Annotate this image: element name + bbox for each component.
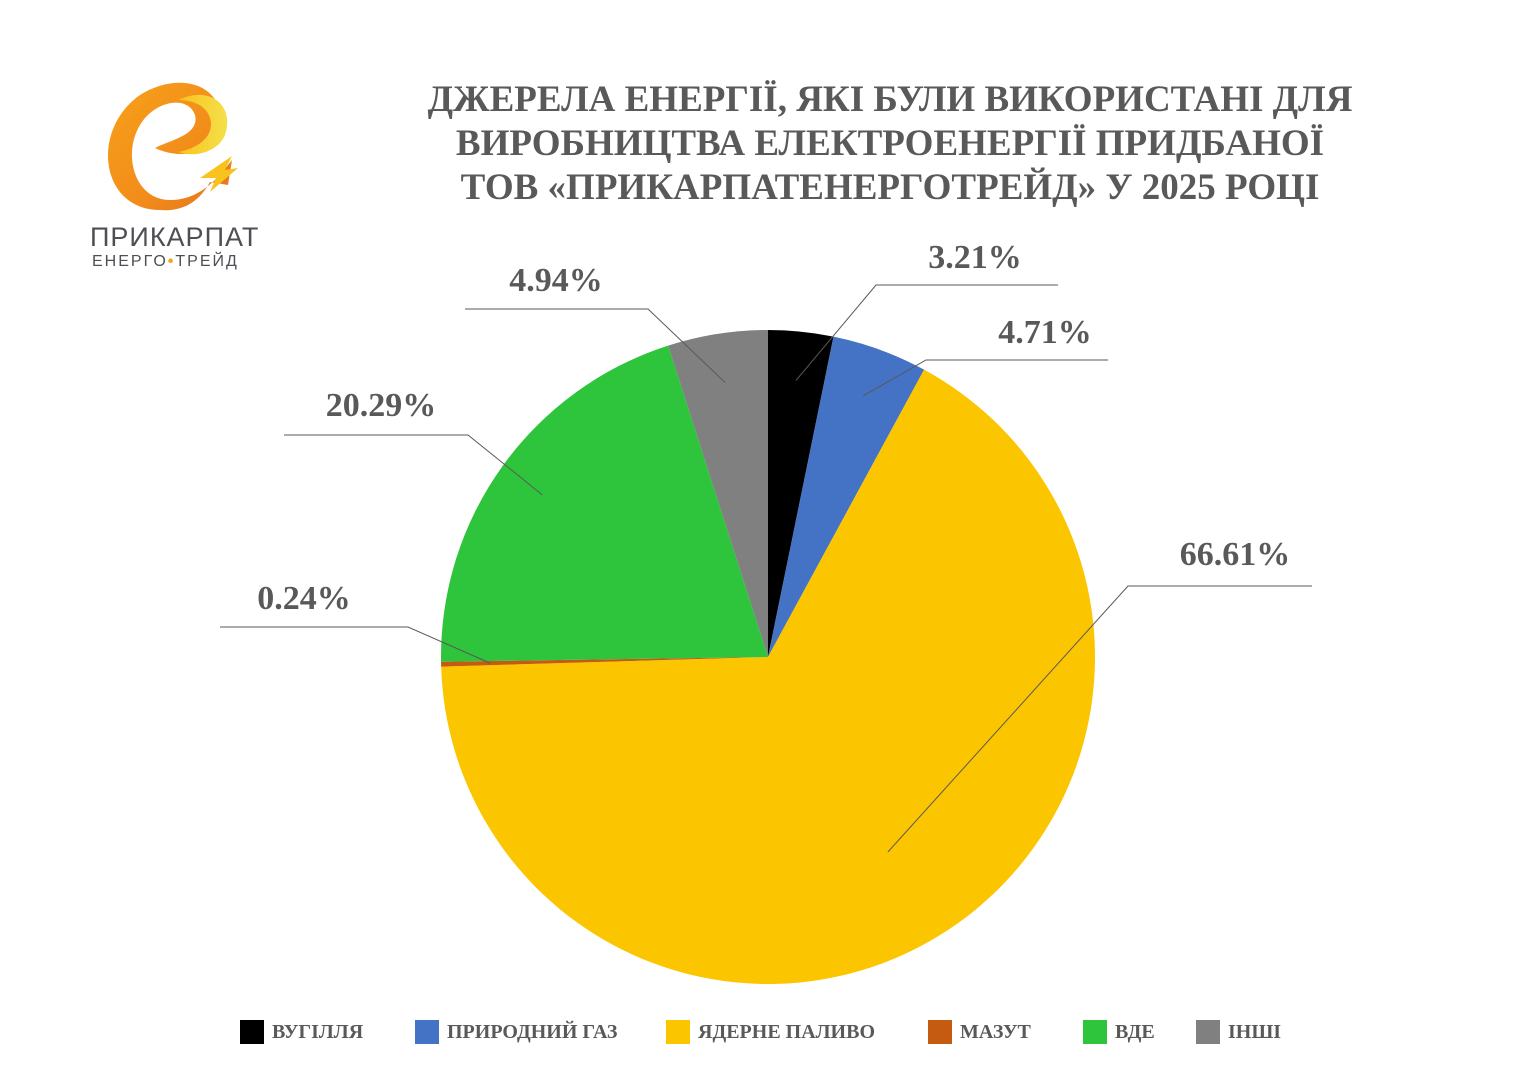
pie-slice bbox=[768, 336, 925, 657]
legend-swatch bbox=[1083, 1020, 1107, 1044]
leader-line bbox=[795, 284, 1058, 381]
legend-label: ЯДЕРНЕ ПАЛИВО bbox=[698, 1020, 876, 1043]
logo-sub-right: ТРЕЙД bbox=[175, 253, 239, 270]
legend-item-renewables: ВДЕ bbox=[1083, 1014, 1155, 1050]
legend-label: МАЗУТ bbox=[960, 1020, 1031, 1043]
company-logo bbox=[107, 82, 238, 211]
logo-subtitle: ЕНЕРГО•ТРЕЙД bbox=[92, 253, 239, 271]
leader-line bbox=[465, 308, 726, 383]
legend-label: ВДЕ bbox=[1115, 1020, 1155, 1043]
pie-slice bbox=[441, 657, 768, 667]
legend-swatch bbox=[666, 1020, 690, 1044]
data-label: 66.61% bbox=[1180, 536, 1291, 573]
legend-label: ІНШІ bbox=[1228, 1020, 1282, 1043]
chart-legend: ВУГІЛЛЯ ПРИРОДНИЙ ГАЗ ЯДЕРНЕ ПАЛИВО МАЗУ… bbox=[0, 1014, 1527, 1050]
logo-name: ПРИКАРПАТ bbox=[90, 222, 260, 252]
chart-title-line: ТОВ «ПРИКАРПАТЕНЕРГОТРЕЙД» У 2025 РОЦІ bbox=[460, 167, 1320, 208]
pie-chart: 3.21% 4.71% 66.61% 0.24% 20.29% 4.94% bbox=[220, 239, 1312, 985]
leader-line bbox=[887, 585, 1312, 853]
chart-title: ДЖЕРЕЛА ЕНЕРГІЇ, ЯКІ БУЛИ ВИКОРИСТАНІ ДЛ… bbox=[330, 78, 1450, 210]
pie-slice bbox=[441, 369, 1096, 985]
data-label: 20.29% bbox=[326, 387, 437, 424]
chart-title-line: ДЖЕРЕЛА ЕНЕРГІЇ, ЯКІ БУЛИ ВИКОРИСТАНІ ДЛ… bbox=[427, 79, 1353, 120]
logo-sub-left: ЕНЕРГО bbox=[92, 253, 168, 270]
pie-leader-lines bbox=[220, 284, 1312, 853]
legend-swatch bbox=[415, 1020, 439, 1044]
leader-line bbox=[284, 434, 543, 496]
legend-item-other: ІНШІ bbox=[1196, 1014, 1281, 1050]
leader-line bbox=[220, 626, 491, 664]
leader-line bbox=[862, 359, 1108, 397]
pie-slice bbox=[441, 345, 768, 662]
data-label: 0.24% bbox=[257, 580, 351, 617]
chart-title-line: ВИРОБНИЦТВА ЕЛЕКТРОЕНЕРГІЇ ПРИДБАНОЇ bbox=[455, 123, 1325, 164]
data-label: 4.94% bbox=[509, 262, 603, 299]
legend-item-fuel-oil: МАЗУТ bbox=[928, 1014, 1031, 1050]
legend-label: ВУГІЛЛЯ bbox=[272, 1020, 364, 1043]
legend-item-gas: ПРИРОДНИЙ ГАЗ bbox=[415, 1014, 617, 1050]
legend-swatch bbox=[928, 1020, 952, 1044]
legend-swatch bbox=[1196, 1020, 1220, 1044]
data-label: 4.71% bbox=[998, 314, 1092, 351]
logo-sub-dot: • bbox=[167, 253, 176, 270]
pie-slice bbox=[768, 330, 834, 657]
pie-data-labels: 3.21% 4.71% 66.61% 0.24% 20.29% 4.94% bbox=[257, 239, 1290, 617]
pie-slice bbox=[668, 330, 768, 657]
pie-slices bbox=[441, 330, 1096, 985]
legend-label: ПРИРОДНИЙ ГАЗ bbox=[447, 1020, 618, 1043]
legend-swatch bbox=[240, 1020, 264, 1044]
legend-item-nuclear: ЯДЕРНЕ ПАЛИВО bbox=[666, 1014, 875, 1050]
legend-item-coal: ВУГІЛЛЯ bbox=[240, 1014, 363, 1050]
data-label: 3.21% bbox=[928, 239, 1022, 276]
